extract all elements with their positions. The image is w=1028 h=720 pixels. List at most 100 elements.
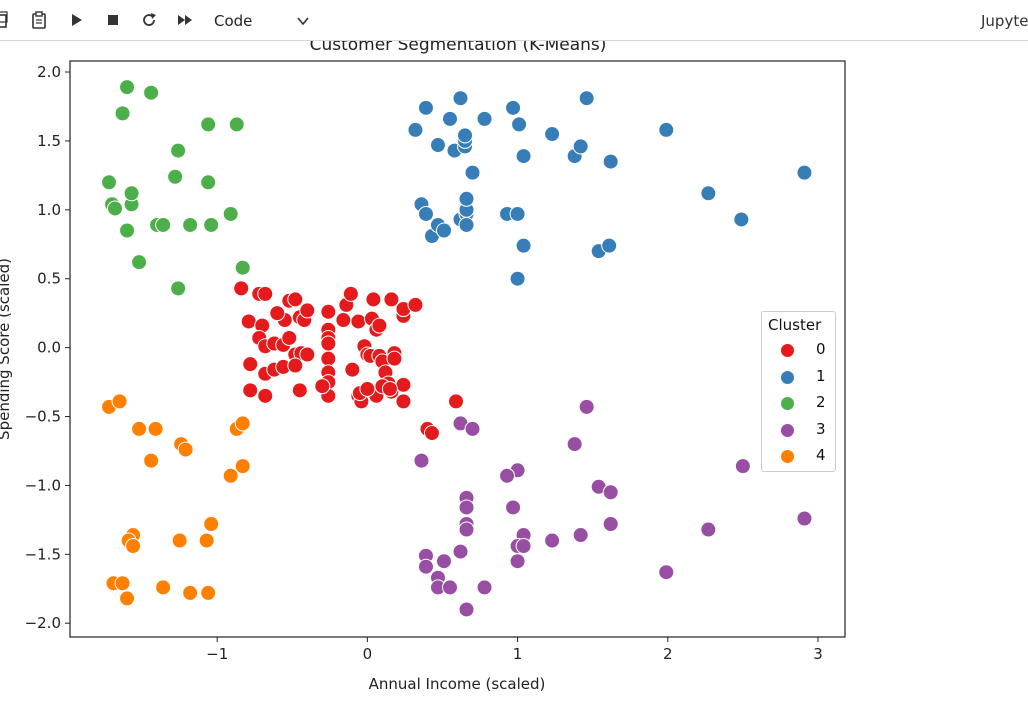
data-point-cluster-0 xyxy=(240,313,257,330)
data-point-cluster-1 xyxy=(602,153,619,170)
data-point-cluster-0 xyxy=(299,346,316,363)
data-point-cluster-0 xyxy=(242,382,259,399)
y-axis-label: Spending Score (scaled) xyxy=(0,258,13,440)
data-point-cluster-0 xyxy=(291,382,308,399)
data-point-cluster-0 xyxy=(371,317,388,334)
data-point-cluster-4 xyxy=(234,415,251,432)
data-point-cluster-3 xyxy=(458,521,475,538)
legend-item-1: 1 xyxy=(772,367,832,387)
data-point-cluster-1 xyxy=(733,211,750,228)
data-point-cluster-3 xyxy=(476,579,493,596)
paste-icon[interactable] xyxy=(30,11,48,29)
legend-label: 4 xyxy=(816,446,826,464)
data-point-cluster-1 xyxy=(452,90,469,107)
legend-item-0: 0 xyxy=(772,340,832,360)
data-point-cluster-2 xyxy=(119,79,136,96)
legend-label: 1 xyxy=(816,366,826,385)
data-point-cluster-1 xyxy=(464,164,481,181)
data-point-cluster-1 xyxy=(515,237,532,254)
x-tick-label: 0 xyxy=(363,645,373,663)
copy-icon[interactable] xyxy=(0,11,10,29)
data-point-cluster-4 xyxy=(155,579,172,596)
data-point-cluster-4 xyxy=(234,458,251,475)
data-point-cluster-1 xyxy=(700,185,717,202)
y-tick-label: 0.5 xyxy=(37,270,61,288)
stop-icon[interactable] xyxy=(104,11,122,29)
data-point-cluster-0 xyxy=(287,357,304,374)
x-tick-label: 1 xyxy=(513,645,523,663)
data-point-cluster-2 xyxy=(170,142,187,159)
data-point-cluster-3 xyxy=(499,467,516,484)
data-point-cluster-4 xyxy=(143,452,160,469)
data-point-cluster-1 xyxy=(417,99,434,116)
data-point-cluster-1 xyxy=(476,110,493,127)
y-tick-label: 2.0 xyxy=(37,63,61,81)
restart-run-all-icon[interactable] xyxy=(176,11,194,29)
data-point-cluster-2 xyxy=(107,200,124,217)
data-point-cluster-4 xyxy=(222,467,239,484)
data-point-cluster-0 xyxy=(320,303,337,320)
data-point-cluster-0 xyxy=(381,380,398,397)
x-axis-label: Annual Income (scaled) xyxy=(369,675,546,693)
data-point-cluster-0 xyxy=(281,329,298,346)
y-tick-label: 1.0 xyxy=(37,201,61,219)
data-point-cluster-4 xyxy=(203,516,220,533)
legend-label: 0 xyxy=(816,340,826,358)
data-point-cluster-1 xyxy=(578,90,595,107)
data-point-cluster-1 xyxy=(441,110,458,127)
chart-svg: Customer Segmentation (K-Means) −1 0 1 2 3 −2… xyxy=(0,41,846,693)
data-point-cluster-0 xyxy=(383,291,400,308)
data-point-cluster-1 xyxy=(509,205,526,222)
run-icon[interactable] xyxy=(67,11,85,29)
data-point-cluster-2 xyxy=(200,116,217,133)
data-point-cluster-0 xyxy=(335,312,352,329)
data-point-cluster-2 xyxy=(234,259,251,276)
data-point-cluster-0 xyxy=(407,296,424,313)
data-point-cluster-3 xyxy=(413,452,430,469)
chevron-down-icon[interactable] xyxy=(296,13,310,27)
data-point-cluster-3 xyxy=(509,553,526,570)
data-point-cluster-3 xyxy=(505,499,522,516)
data-point-cluster-3 xyxy=(658,564,675,581)
data-point-cluster-1 xyxy=(658,121,675,138)
data-point-cluster-0 xyxy=(257,387,274,404)
legend-marker xyxy=(780,369,795,385)
data-point-cluster-3 xyxy=(700,521,717,538)
data-point-cluster-2 xyxy=(143,84,160,101)
data-point-cluster-3 xyxy=(452,543,469,560)
data-point-cluster-0 xyxy=(314,378,331,395)
data-point-cluster-0 xyxy=(257,285,274,302)
data-point-cluster-4 xyxy=(198,532,215,549)
y-tick-label: −1.0 xyxy=(25,476,61,494)
x-tick-label: 2 xyxy=(663,645,673,663)
data-point-cluster-3 xyxy=(572,527,589,544)
data-point-cluster-2 xyxy=(167,168,184,185)
data-point-cluster-1 xyxy=(435,222,452,239)
data-point-cluster-1 xyxy=(429,137,446,154)
legend-item-3: 3 xyxy=(772,420,832,440)
legend: Cluster 0 1 2 3 4 xyxy=(761,311,836,472)
data-point-cluster-1 xyxy=(544,126,561,143)
cell-type-select[interactable]: Code xyxy=(214,12,253,30)
data-point-cluster-0 xyxy=(395,376,412,393)
data-point-cluster-2 xyxy=(200,174,217,191)
x-tick-label: 3 xyxy=(813,645,823,663)
data-point-cluster-3 xyxy=(734,458,751,475)
data-point-cluster-0 xyxy=(269,305,286,322)
ticks-layer: −1 0 1 2 3 −2.0 −1.5 −1.0 −0.5 0.0 0.5 1.0 1.5 2.0 xyxy=(25,63,823,663)
legend-label: 2 xyxy=(816,393,826,411)
restart-icon[interactable] xyxy=(140,11,158,29)
legend-item-4: 4 xyxy=(772,446,832,466)
data-point-cluster-4 xyxy=(131,420,148,437)
legend-marker xyxy=(780,396,795,411)
data-point-cluster-1 xyxy=(407,121,424,138)
data-point-cluster-1 xyxy=(601,237,618,254)
data-point-cluster-2 xyxy=(131,254,148,271)
data-point-cluster-2 xyxy=(182,216,199,233)
data-point-cluster-0 xyxy=(344,361,361,378)
data-point-cluster-1 xyxy=(796,164,813,181)
data-point-cluster-2 xyxy=(101,174,118,191)
data-point-cluster-4 xyxy=(177,441,194,458)
legend-marker xyxy=(780,449,795,464)
y-tick-label: −2.0 xyxy=(25,614,61,632)
